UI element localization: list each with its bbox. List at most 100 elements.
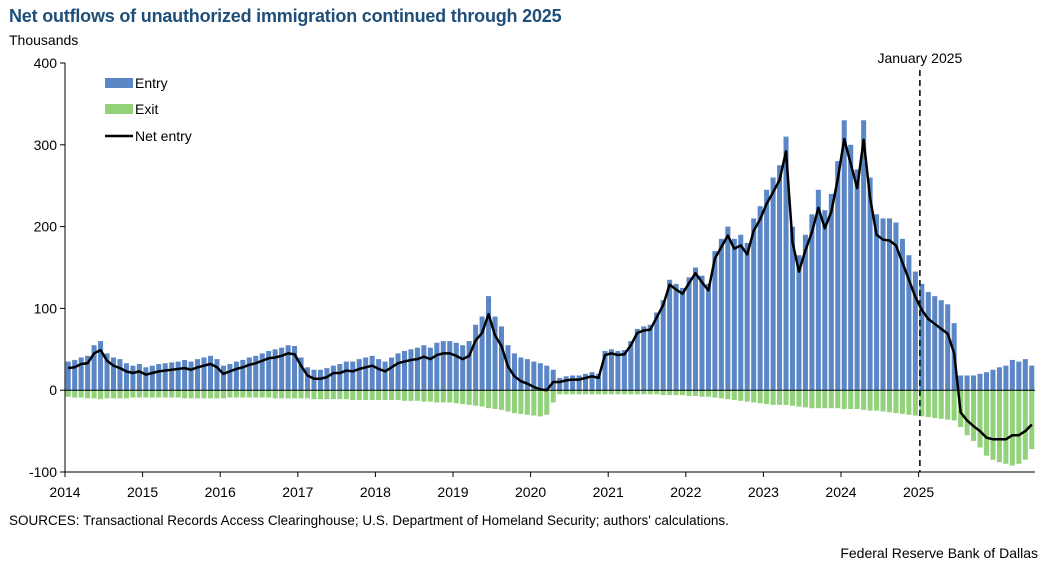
entry-bar <box>149 365 155 391</box>
exit-bar <box>886 390 893 413</box>
entry-bar <box>414 347 420 391</box>
exit-bar <box>777 390 783 405</box>
exit-bar <box>363 390 369 401</box>
entry-bar <box>518 357 524 391</box>
exit-bar <box>279 390 285 399</box>
exit-bar <box>815 390 821 409</box>
exit-bar <box>789 390 796 406</box>
entry-bar <box>220 365 226 391</box>
exit-bar <box>421 390 427 402</box>
entry-bar <box>654 312 660 391</box>
exit-bar <box>123 390 129 399</box>
exit-bar <box>912 390 918 416</box>
entry-bar <box>692 267 699 391</box>
entry-bar <box>848 144 854 391</box>
entry-bar <box>1029 365 1035 391</box>
entry-bar <box>680 287 686 391</box>
exit-bars <box>65 390 1035 466</box>
entry-bar <box>673 283 679 391</box>
exit-bar <box>570 390 576 395</box>
exit-bar <box>434 390 440 403</box>
exit-bar <box>880 390 886 412</box>
entry-bar <box>1009 359 1015 391</box>
entry-bar <box>85 355 91 391</box>
y-tick-label: -100 <box>29 464 57 480</box>
exit-bar <box>848 390 854 410</box>
x-tick-label: 2018 <box>360 484 391 500</box>
entry-bar <box>201 357 207 391</box>
exit-bar <box>699 390 705 397</box>
legend-entry-swatch <box>105 78 133 88</box>
entry-bar <box>123 363 129 391</box>
exit-bar <box>938 390 944 419</box>
entry-bar <box>932 296 938 391</box>
entry-bar <box>977 373 983 391</box>
exit-bar <box>595 390 602 395</box>
entry-bar <box>634 328 640 391</box>
entry-bar <box>279 347 285 391</box>
exit-bar <box>369 390 375 401</box>
exit-bar <box>207 390 214 399</box>
exit-bar <box>906 390 912 415</box>
x-tick-label: 2023 <box>748 484 779 500</box>
exit-bar <box>537 390 543 417</box>
entry-bar <box>401 350 408 391</box>
entry-bar <box>770 177 776 391</box>
exit-bar <box>220 390 226 399</box>
entry-bar <box>440 341 446 391</box>
exit-bar <box>822 390 828 409</box>
exit-bar <box>511 390 517 414</box>
entry-bar <box>570 375 576 391</box>
entry-bar <box>621 350 627 391</box>
entry-bar <box>725 226 731 391</box>
entry-bar <box>376 359 382 391</box>
exit-bar <box>996 390 1002 463</box>
exit-bar <box>977 390 983 448</box>
exit-bar <box>893 390 899 414</box>
exit-bar <box>356 390 362 401</box>
exit-bar <box>544 390 550 415</box>
exit-bar <box>85 390 91 399</box>
exit-bar <box>628 390 634 395</box>
exit-bar <box>188 390 194 399</box>
y-tick-label: 400 <box>34 55 58 71</box>
legend-exit-label: Exit <box>135 101 158 117</box>
entry-bar <box>421 345 427 391</box>
x-tick-label: 2017 <box>282 484 313 500</box>
exit-bar <box>285 390 291 399</box>
entry-bar <box>460 345 466 391</box>
exit-bar <box>647 390 653 395</box>
exit-bar <box>149 390 155 398</box>
legend: Entry Exit Net entry <box>105 75 192 144</box>
entry-bar <box>466 341 472 391</box>
exit-bar <box>680 390 686 396</box>
exit-bar <box>608 390 614 395</box>
entry-bar <box>996 367 1002 391</box>
entry-bar <box>854 169 860 391</box>
entry-bar <box>343 361 349 391</box>
entry-bar <box>298 357 304 391</box>
entry-bar <box>757 206 763 391</box>
entry-bar <box>796 255 802 391</box>
exit-bar <box>634 390 640 395</box>
entry-bar <box>789 226 796 391</box>
entry-bar <box>195 359 201 391</box>
entry-bar <box>906 255 912 391</box>
entry-bar <box>912 271 918 391</box>
y-tick-label: 200 <box>34 219 58 235</box>
entry-bar <box>738 234 744 391</box>
exit-bar <box>783 390 789 405</box>
entry-bar <box>492 316 498 391</box>
entry-bar <box>207 355 214 391</box>
exit-bar <box>350 390 356 401</box>
entry-bar <box>893 222 899 391</box>
exit-bar <box>712 390 718 398</box>
exit-bar <box>757 390 763 404</box>
exit-bar <box>1016 390 1022 464</box>
exit-bar <box>919 390 925 417</box>
x-tick-label: 2021 <box>593 484 624 500</box>
entry-bar <box>98 341 104 391</box>
exit-bar <box>951 390 957 421</box>
entry-bar <box>259 353 265 391</box>
entry-bar <box>802 234 808 391</box>
